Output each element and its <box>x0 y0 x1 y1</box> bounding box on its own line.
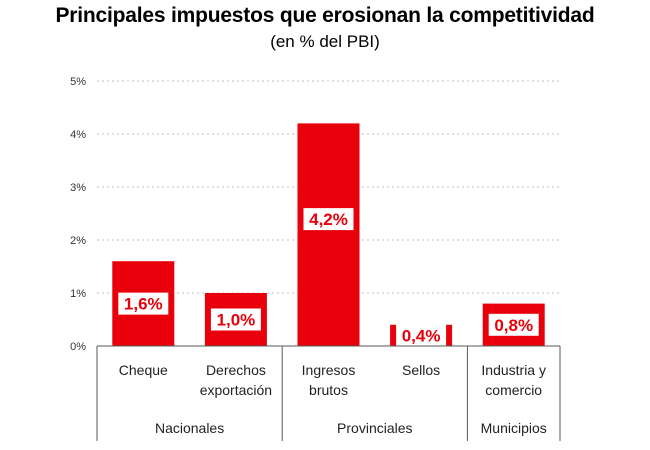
y-tick-label: 3% <box>70 182 86 194</box>
y-tick-label: 5% <box>70 76 86 88</box>
chart-subtitle: (en % del PBI) <box>270 32 380 51</box>
x-category-label: Industria y <box>481 362 546 378</box>
data-label: 1,6% <box>124 295 163 314</box>
data-label: 4,2% <box>309 210 348 229</box>
data-label: 0,4% <box>402 326 441 345</box>
x-category-label: Sellos <box>402 362 440 378</box>
y-tick-label: 2% <box>70 235 86 247</box>
group-label: Municipios <box>481 420 547 436</box>
x-category-label: exportación <box>200 382 272 398</box>
x-category-label: comercio <box>485 382 542 398</box>
data-label-box <box>303 208 354 231</box>
y-tick-label: 0% <box>70 341 86 353</box>
data-label-box <box>210 308 261 331</box>
group-label: Provinciales <box>337 420 412 436</box>
y-tick-label: 1% <box>70 288 86 300</box>
y-tick-label: 4% <box>70 129 86 141</box>
bar <box>297 123 360 347</box>
x-category-label: Derechos <box>206 362 266 378</box>
x-category-label: Ingresos <box>302 362 356 378</box>
group-label: Nacionales <box>155 420 224 436</box>
chart-title: Principales impuestos que erosionan la c… <box>55 4 595 27</box>
data-label-box <box>118 292 169 315</box>
data-label-box <box>488 313 539 336</box>
data-label-box <box>396 324 447 347</box>
data-label: 1,0% <box>217 311 256 330</box>
x-category-label: Cheque <box>119 362 168 378</box>
x-category-label: brutos <box>309 382 348 398</box>
data-label: 0,8% <box>494 316 533 335</box>
